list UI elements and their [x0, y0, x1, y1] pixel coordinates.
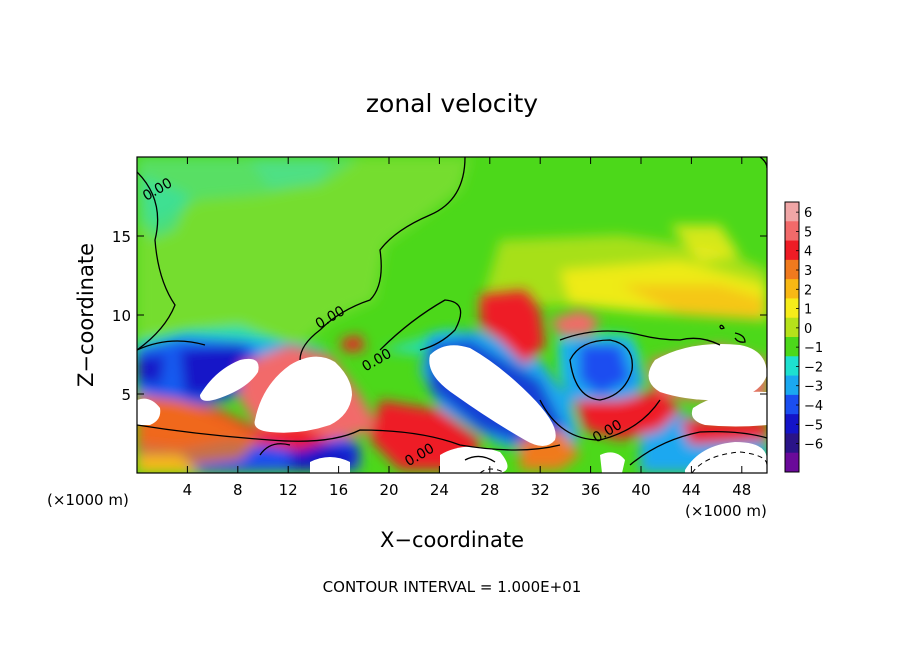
colorbar-swatch: [785, 375, 799, 396]
x-axis-label: X−coordinate: [380, 528, 524, 552]
x-tick-label: 28: [480, 481, 499, 499]
colorbar-swatch: [785, 433, 799, 454]
x-tick-label: 20: [379, 481, 398, 499]
x-unit-left: (×1000 m): [47, 491, 129, 509]
y-tick-label: 5: [121, 386, 131, 404]
colorbar-swatch: [785, 279, 799, 299]
colorbar-label: −1: [804, 341, 823, 356]
colorbar-swatch: [785, 240, 799, 261]
x-tick-label: 16: [329, 481, 348, 499]
colorbar-label: 0: [804, 322, 812, 337]
chart-title: zonal velocity: [366, 89, 538, 118]
x-tick-label: 8: [233, 481, 243, 499]
colorbar-swatch: [785, 317, 799, 338]
y-tick-label: 15: [112, 228, 131, 246]
x-tick-label: 36: [581, 481, 600, 499]
x-tick-label: 4: [183, 481, 193, 499]
colorbar-label: 6: [804, 206, 812, 221]
x-unit-right: (×1000 m): [685, 502, 767, 520]
colorbar-swatch: [785, 298, 799, 319]
colorbar-label: 2: [804, 283, 812, 298]
contour-interval-note: CONTOUR INTERVAL = 1.000E+01: [323, 578, 582, 596]
colorbar-label: −5: [804, 418, 823, 433]
colorbar-label: −6: [804, 438, 823, 453]
colorbar-label: −2: [804, 360, 823, 375]
colorbar-swatch: [785, 356, 799, 377]
x-tick-label: 48: [732, 481, 751, 499]
y-tick-label: 10: [112, 307, 131, 325]
y-axis-ticks: 5 10 15: [112, 228, 767, 404]
colorbar-frame: [784, 201, 800, 473]
y-axis-label: Z−coordinate: [74, 243, 98, 387]
colorbar-label: 3: [804, 264, 812, 279]
x-tick-label: 12: [279, 481, 298, 499]
colorbar-label: 4: [804, 245, 812, 260]
colorbar-swatch: [785, 414, 799, 434]
colorbar-swatch: [785, 202, 799, 222]
colorbar-label: −4: [804, 399, 823, 414]
colorbar-swatch: [785, 221, 799, 242]
x-tick-label: 32: [531, 481, 550, 499]
velocity-field: [137, 157, 767, 473]
colorbar-swatch: [785, 394, 799, 415]
x-tick-label: 24: [430, 481, 449, 499]
colorbar-swatch: [785, 259, 799, 280]
colorbar-swatch: [785, 452, 799, 473]
x-tick-label: 40: [631, 481, 650, 499]
colorbar-label: −3: [804, 380, 823, 395]
colorbar-label: 5: [804, 225, 812, 240]
x-tick-label: 44: [682, 481, 701, 499]
colorbar-label: 1: [804, 303, 812, 318]
colorbar: 6 5 4 3 2 1 0 −1 −2 −3 −4 −5 −6: [784, 201, 823, 473]
x-axis-ticks: 4 8 12 16 20 24 28 32 36 40 44 48: [183, 157, 751, 499]
colorbar-swatch: [785, 337, 799, 357]
